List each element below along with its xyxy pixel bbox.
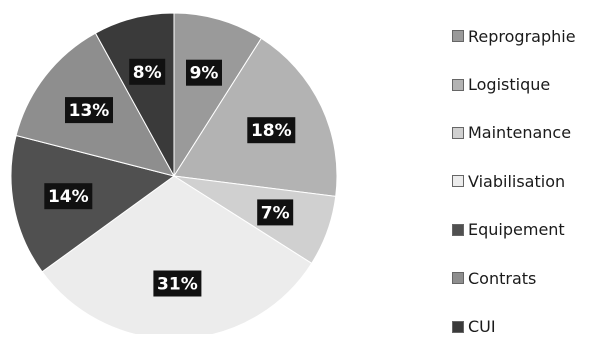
pie-slice-equipement (10, 134, 176, 273)
chart-legend: Reprographie Logistique Maintenance Viabili… (452, 12, 600, 351)
data-label-box (247, 117, 296, 144)
data-label-text: 31% (157, 275, 198, 295)
data-label-text: 8% (133, 63, 162, 83)
legend-label: CUI (468, 317, 496, 337)
data-label-text: 7% (261, 203, 290, 223)
data-label-box (153, 270, 202, 297)
data-label-box (129, 58, 166, 85)
data-label-maintenance: 7% (257, 199, 294, 226)
data-label-box (257, 199, 294, 226)
data-label-text: 9% (190, 64, 219, 84)
data-label-logistique: 18% (247, 117, 296, 144)
legend-label: Contrats (468, 268, 537, 288)
legend-label: Equipement (468, 220, 565, 240)
legend-item-viabilisation: Viabilisation (452, 157, 600, 205)
legend-label: Logistique (468, 75, 551, 95)
pie-slice-cui (94, 12, 175, 177)
legend-swatch (452, 272, 464, 285)
legend-swatch (452, 175, 464, 188)
legend-swatch (452, 30, 464, 43)
pie-data-labels: 9% 18% 7% 31% 14% 13% 8% (44, 58, 296, 297)
data-label-box (186, 59, 222, 86)
data-label-contrats: 13% (65, 97, 113, 124)
legend-swatch (452, 320, 464, 333)
legend-swatch (452, 126, 464, 139)
legend-item-equipement: Equipement (452, 206, 600, 254)
data-label-viabilisation: 31% (153, 270, 202, 297)
data-label-text: 13% (69, 101, 110, 121)
data-label-equipement: 14% (44, 183, 93, 210)
legend-swatch (452, 223, 464, 236)
legend-item-cui: CUI (452, 302, 600, 350)
legend-swatch (452, 78, 464, 91)
data-label-text: 14% (48, 187, 89, 207)
legend-label: Viabilisation (468, 171, 566, 191)
legend-item-logistique: Logistique (452, 60, 600, 108)
pie-chart: 9% 18% 7% 31% 14% 13% 8% Reprographie Logistiqu… (10, 12, 576, 336)
pie-slice-viabilisation (41, 175, 313, 334)
data-label-text: 18% (251, 121, 292, 141)
data-label-cui: 8% (129, 58, 166, 85)
legend-item-contrats: Contrats (452, 254, 600, 302)
pie-chart-canvas: 9% 18% 7% 31% 14% 13% 8% (10, 12, 338, 334)
legend-item-reprographie: Reprographie (452, 12, 600, 60)
pie-slice-reprographie (173, 12, 263, 178)
data-label-reprographie: 9% (186, 59, 222, 86)
legend-label: Reprographie (468, 26, 576, 46)
data-label-box (65, 97, 113, 124)
legend-label: Maintenance (468, 123, 572, 143)
data-label-box (44, 183, 93, 210)
legend-item-maintenance: Maintenance (452, 109, 600, 157)
